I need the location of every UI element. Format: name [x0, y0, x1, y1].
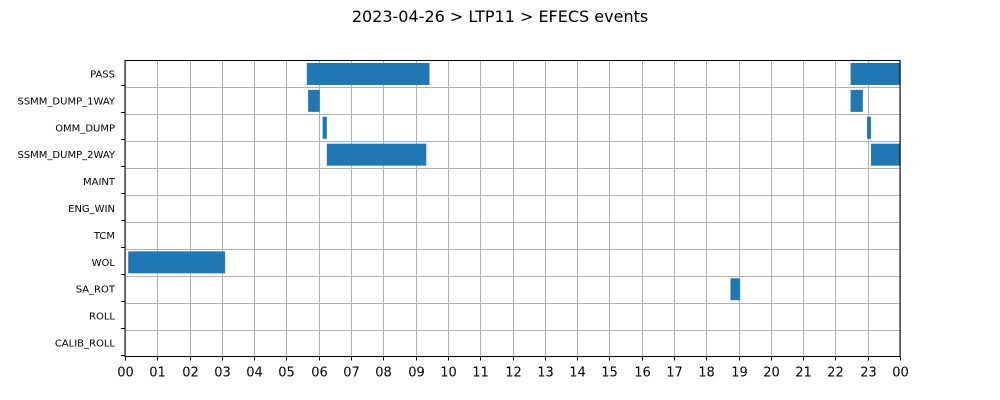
- x-tick-label: 22: [827, 366, 844, 381]
- x-tick-label: 15: [601, 366, 618, 381]
- y-tick-label: SA_ROT: [76, 285, 116, 296]
- y-tick-label: OMM_DUMP: [55, 123, 115, 134]
- x-tick-label: 12: [505, 366, 522, 381]
- x-tick-label: 05: [278, 366, 295, 381]
- y-tick-label: PASS: [90, 69, 115, 80]
- event-bars: [128, 62, 900, 301]
- event-bar-wol: [128, 251, 226, 274]
- x-tick-label: 19: [731, 366, 748, 381]
- event-bar-omm-dump: [322, 116, 327, 139]
- x-tick-label: 00: [117, 366, 134, 381]
- event-bar-sa-rot: [730, 278, 741, 301]
- x-tick-label: 13: [537, 366, 554, 381]
- x-tick-label: 06: [311, 366, 328, 381]
- event-bar-omm-dump: [867, 116, 871, 139]
- x-tick-label: 23: [860, 366, 877, 381]
- x-tick-label: 14: [569, 366, 586, 381]
- y-axis: PASS SSMM_DUMP_1WAY OMM_DUMP SSMM_DUMP_2WAY…: [17, 69, 125, 356]
- y-tick-label: CALIB_ROLL: [55, 339, 116, 350]
- x-tick-label: 07: [343, 366, 360, 381]
- y-tick-label: WOL: [92, 258, 116, 269]
- chart-title: 2023-04-26 > LTP11 > EFECS events: [352, 7, 648, 26]
- x-tick-label: 09: [408, 366, 425, 381]
- x-tick-label: 11: [472, 366, 489, 381]
- y-tick-label: SSMM_DUMP_1WAY: [17, 96, 115, 107]
- x-tick-label: 17: [666, 366, 683, 381]
- x-tick-label: 04: [246, 366, 263, 381]
- x-tick-label: 21: [795, 366, 812, 381]
- x-tick-label: 00: [892, 366, 909, 381]
- x-tick-label: 16: [634, 366, 651, 381]
- x-axis: 00 01 02 03 04 05 06 07 08 09 10 11 12 13 14 15 16 17 18 19…: [117, 356, 909, 381]
- x-tick-label: 20: [763, 366, 780, 381]
- y-tick-label: ENG_WIN: [68, 204, 115, 215]
- y-tick-label: TCM: [93, 231, 115, 242]
- x-tick-label: 18: [698, 366, 715, 381]
- event-bar-ssmm-dump-2way: [870, 143, 900, 166]
- x-tick-label: 08: [375, 366, 392, 381]
- grid: [125, 60, 901, 357]
- x-tick-label: 10: [440, 366, 457, 381]
- y-tick-label: MAINT: [83, 177, 116, 188]
- x-tick-label: 03: [214, 366, 231, 381]
- event-bar-ssmm-dump-1way: [308, 89, 320, 112]
- event-bar-pass: [850, 62, 900, 85]
- event-bar-ssmm-dump-2way: [326, 143, 427, 166]
- x-tick-label: 02: [182, 366, 199, 381]
- event-bar-ssmm-dump-1way: [850, 89, 863, 112]
- y-tick-label: ROLL: [89, 312, 115, 323]
- event-bar-pass: [306, 62, 430, 85]
- x-tick-label: 01: [149, 366, 166, 381]
- y-tick-label: SSMM_DUMP_2WAY: [17, 150, 115, 161]
- plot-frame: [124, 60, 901, 357]
